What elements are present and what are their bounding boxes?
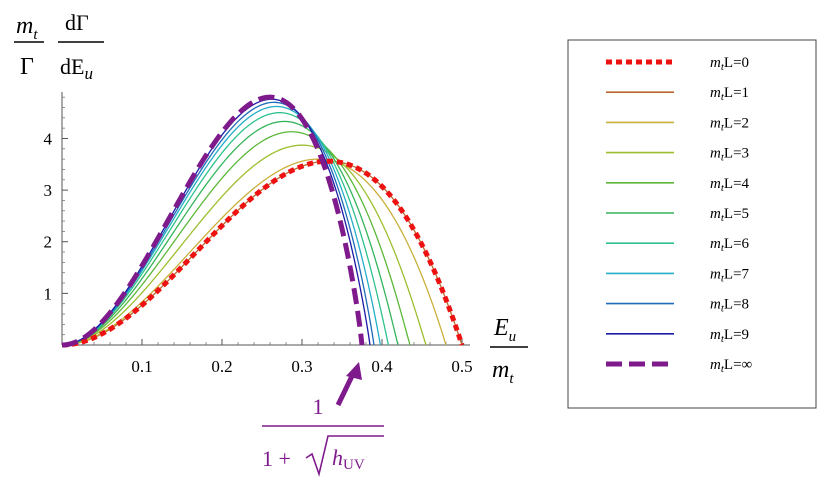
series-line — [61, 101, 375, 346]
series-line — [61, 112, 390, 346]
annotation-denominator-prefix: 1 + — [262, 446, 291, 471]
annotation-arrow-shaft — [335, 370, 357, 407]
legend-label: mtL=9 — [710, 327, 749, 345]
legend-label: mtL=1 — [710, 85, 749, 103]
series-line — [61, 120, 399, 346]
legend: mtL=0 mtL=1 mtL=2 mtL=3 mtL=4 mtL=5 mtL=6 mtL=7… — [567, 39, 817, 409]
axes — [61, 92, 470, 346]
y-ticks: 1 2 3 4 — [44, 96, 68, 336]
x-tick-label: 0.3 — [291, 357, 312, 376]
y-title-right-numerator: dΓ — [65, 10, 89, 35]
legend-label: mtL=∞ — [710, 357, 752, 375]
y-title-left-numerator: mt — [16, 13, 38, 43]
x-tick-label: 0.1 — [131, 357, 152, 376]
legend-label: mtL=2 — [710, 115, 749, 133]
legend-label: mtL=4 — [710, 176, 750, 194]
legend-items: mtL=0 mtL=1 mtL=2 mtL=3 mtL=4 mtL=5 mtL=6 mtL=7… — [606, 55, 752, 375]
annotation-arrow-head — [346, 362, 362, 380]
legend-label: mtL=6 — [710, 236, 750, 254]
x-ticks: 0.1 0.2 0.3 0.4 0.5 — [77, 339, 473, 376]
y-tick-label: 4 — [44, 129, 53, 148]
x-tick-label: 0.2 — [211, 357, 232, 376]
legend-label: mtL=8 — [710, 297, 749, 315]
y-title-right-denominator: dEu — [60, 54, 93, 83]
annotation: 1 1 + hUV — [262, 362, 384, 477]
y-tick-label: 2 — [44, 233, 53, 252]
x-title-denominator: mt — [492, 357, 514, 387]
annotation-radicand: hUV — [332, 445, 365, 473]
legend-label: mtL=3 — [710, 146, 749, 164]
series-line — [61, 158, 447, 346]
x-title-numerator: Eu — [493, 315, 516, 345]
series-line — [61, 144, 427, 346]
series-line — [61, 158, 465, 348]
legend-box — [567, 39, 817, 409]
y-axis-title: mt Γ dΓ dEu — [14, 10, 104, 83]
legend-label: mtL=5 — [710, 206, 749, 224]
annotation-numerator: 1 — [313, 394, 324, 419]
x-tick-label: 0.4 — [371, 357, 393, 376]
series-line — [61, 131, 411, 346]
annotation-sqrt-sign — [305, 435, 384, 477]
series-line — [61, 94, 365, 348]
legend-label: mtL=0 — [710, 55, 749, 73]
series-line — [61, 98, 371, 346]
y-tick-label: 1 — [44, 284, 53, 303]
legend-label: mtL=7 — [710, 266, 750, 284]
y-title-left-denominator: Γ — [20, 54, 34, 80]
x-tick-label: 0.5 — [451, 357, 472, 376]
series-layer — [61, 94, 465, 348]
x-axis-title: Eu mt — [490, 315, 528, 387]
y-tick-label: 3 — [44, 181, 53, 200]
